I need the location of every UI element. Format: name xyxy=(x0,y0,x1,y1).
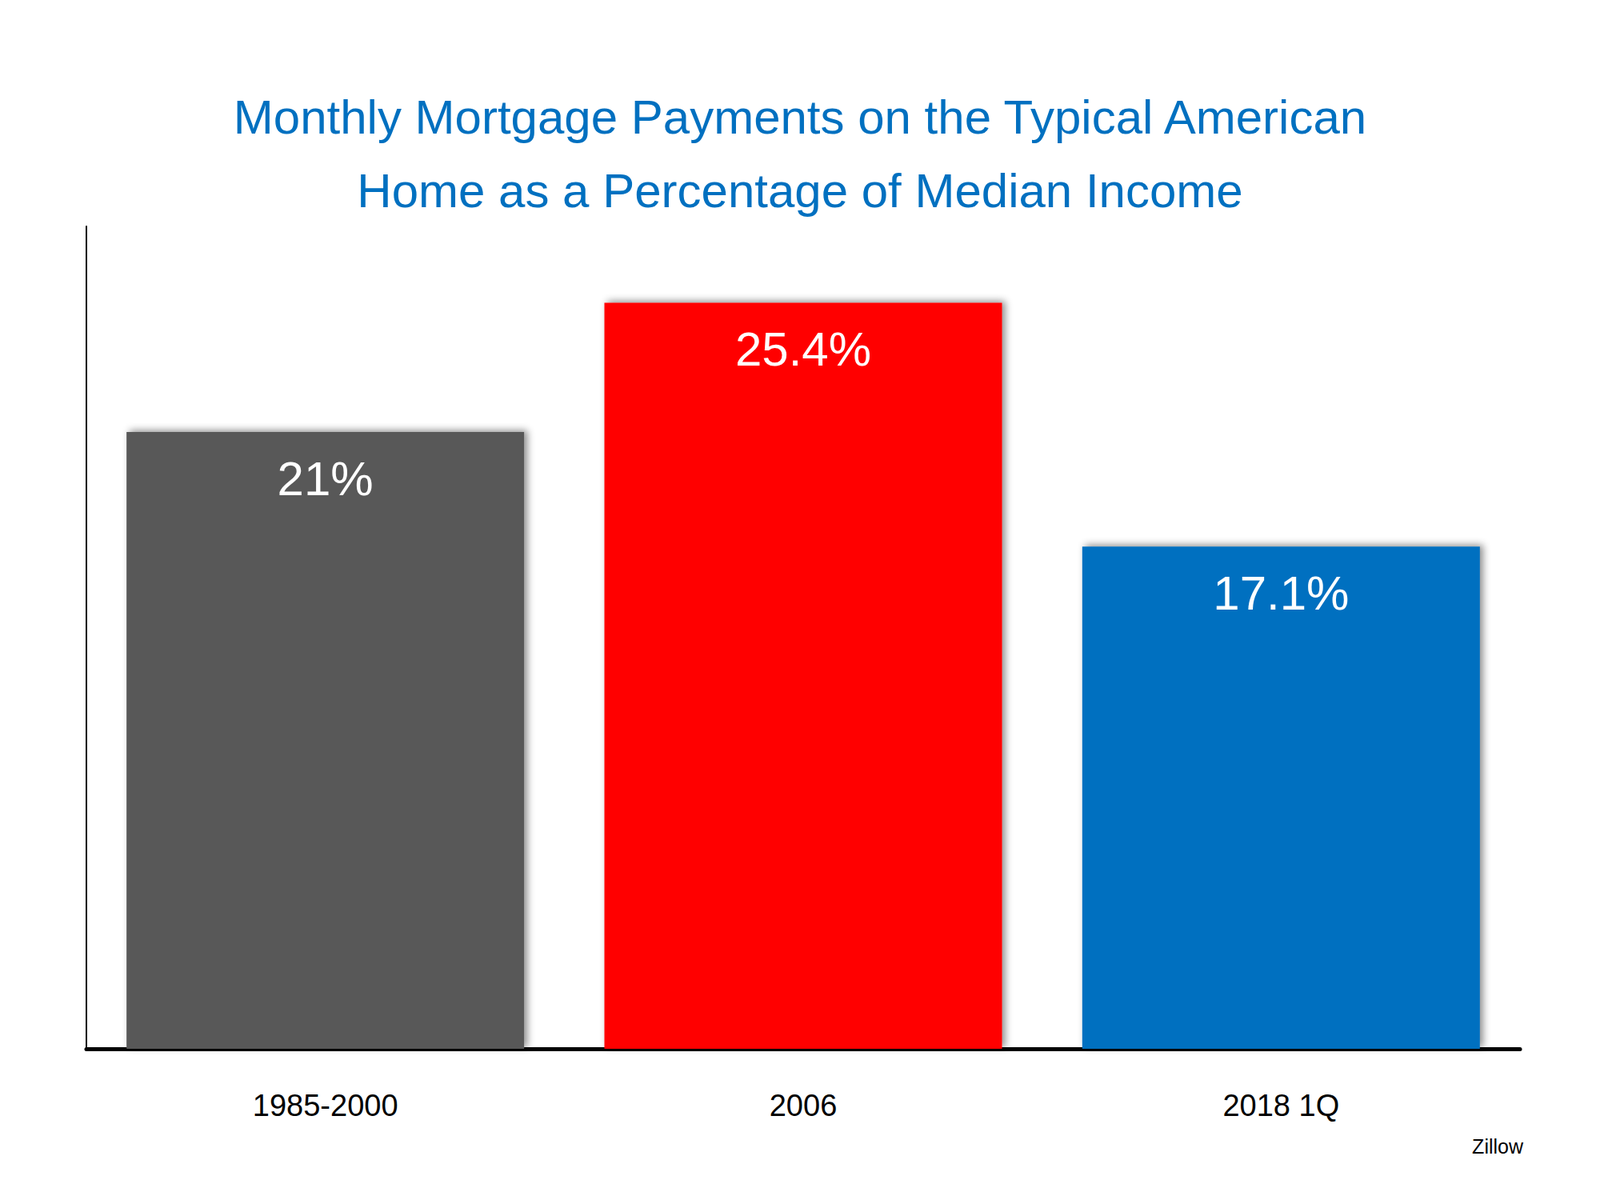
svg-text:2018 1Q: 2018 1Q xyxy=(1222,1088,1340,1123)
svg-text:25.4%: 25.4% xyxy=(735,322,872,376)
svg-text:Monthly Mortgage Payments on t: Monthly Mortgage Payments on the Typical… xyxy=(233,90,1367,144)
svg-text:Zillow: Zillow xyxy=(1472,1135,1524,1158)
svg-text:17.1%: 17.1% xyxy=(1212,566,1349,620)
svg-text:21%: 21% xyxy=(277,452,374,506)
svg-text:2006: 2006 xyxy=(769,1088,838,1123)
svg-text:Home as a Percentage of Median: Home as a Percentage of Median Income xyxy=(356,164,1243,218)
svg-text:1985-2000: 1985-2000 xyxy=(252,1088,399,1123)
